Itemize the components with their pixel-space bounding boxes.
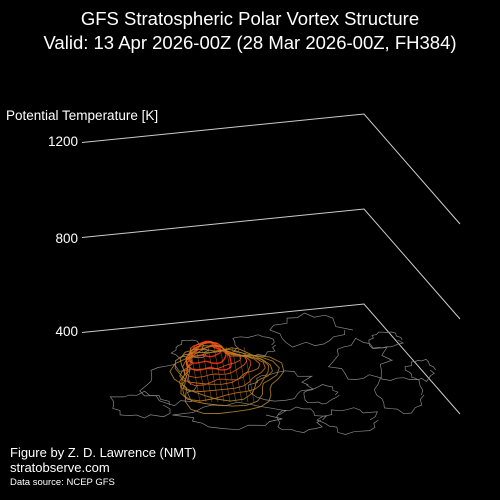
coastline-8 <box>316 407 379 435</box>
coastline-13 <box>368 331 405 349</box>
vortex-contour-3-2 <box>169 349 285 414</box>
coastline-1 <box>327 337 393 380</box>
coastline-3 <box>248 370 315 402</box>
vortex-streak-7 <box>231 346 243 403</box>
z-axis-label: Potential Temperature [K] <box>6 108 159 123</box>
vortex-streak-5 <box>219 346 231 403</box>
level-plane-800 <box>81 208 461 320</box>
chart-title: GFS Stratospheric Polar Vortex Structure <box>80 8 420 29</box>
axes-group <box>81 113 461 415</box>
credit-text: Figure by Z. D. Lawrence (NMT) <box>10 445 197 460</box>
vortex-streak-0 <box>189 346 201 403</box>
level-plane-1200 <box>81 113 461 225</box>
coastline-6 <box>172 401 287 431</box>
coastline-map <box>109 312 436 435</box>
vortex-streak-3 <box>207 346 219 403</box>
level-plane-400 <box>81 303 461 415</box>
coastline-9 <box>232 334 276 358</box>
chart-subtitle: Valid: 13 Apr 2026-00Z (28 Mar 2026-00Z,… <box>43 32 457 53</box>
coastline-7 <box>276 406 327 433</box>
coastline-0 <box>269 312 353 348</box>
data-source-text: Data source: NCEP GFS <box>10 477 115 488</box>
vortex-contour-3-1 <box>174 348 280 407</box>
z-tick-label-1200: 1200 <box>47 134 78 149</box>
coastline-5 <box>109 390 171 419</box>
vortex-streak-6 <box>225 346 237 403</box>
vortex-streak-4 <box>213 346 225 403</box>
vortex-streak-1 <box>195 346 207 403</box>
coastline-10 <box>404 358 436 382</box>
coastline-2 <box>373 377 425 415</box>
z-tick-label-800: 800 <box>55 231 78 246</box>
vortex-streak-2 <box>201 346 213 403</box>
coastline-12 <box>303 384 340 405</box>
site-text: stratobserve.com <box>10 460 110 475</box>
vortex-contours <box>169 340 285 414</box>
vortex-streak-9 <box>243 346 255 403</box>
vortex-streak-8 <box>237 346 249 403</box>
z-tick-label-400: 400 <box>55 324 78 339</box>
